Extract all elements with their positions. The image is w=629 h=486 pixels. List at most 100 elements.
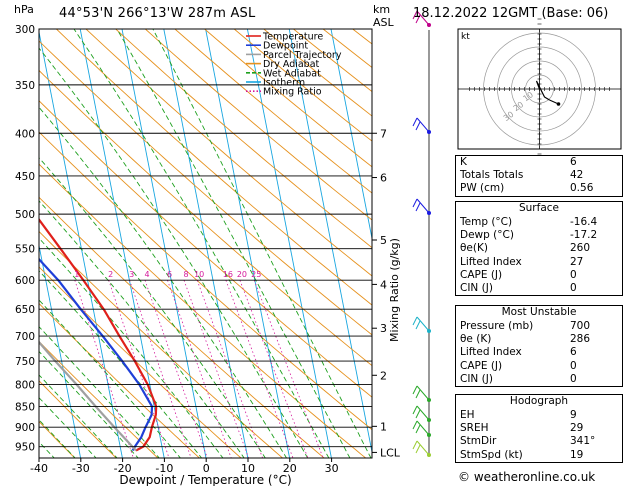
hodograph-ring <box>483 32 596 146</box>
wind-barb-staff <box>416 420 430 436</box>
mixing-ratio-label: 25 <box>251 270 261 279</box>
surface-row: θe(K) 260 <box>460 242 591 255</box>
dry-adiabat-line <box>174 29 372 194</box>
hodograph-title: Hodograph <box>509 395 569 407</box>
wind-barb-staff <box>416 198 430 214</box>
mixing-ratio-label: 3 <box>129 270 134 279</box>
parcel-trajectory-line <box>39 340 137 452</box>
x-tick-label: 20 <box>283 462 297 475</box>
hodograph-ring <box>525 74 554 104</box>
hodo-row: SREH 29 <box>460 422 584 435</box>
plot-area <box>39 29 372 458</box>
legend-label: Mixing Ratio <box>263 87 322 98</box>
wind-barb-flag <box>412 117 418 127</box>
mixing-ratio-line <box>253 280 324 458</box>
mixing-ratio-line <box>183 280 250 458</box>
mixing-ratio-line <box>196 280 263 458</box>
isotherm-line <box>39 243 82 458</box>
wind-barb-staff <box>416 117 430 133</box>
mixing-ratio-label: 4 <box>144 270 149 279</box>
wind-barb-staff <box>416 10 430 26</box>
mixing-ratio-line <box>129 280 192 458</box>
mixing-ratio-line <box>225 280 294 458</box>
wet-adiabat-line <box>39 270 203 458</box>
dry-adiabat-line <box>39 380 117 458</box>
pressure-tick-label: 400 <box>15 128 35 140</box>
surface-row: Temp (°C) -16.4 <box>460 216 598 228</box>
height-unit-asl: ASL <box>373 16 394 29</box>
isotherm-line <box>163 29 249 458</box>
wind-barb-flag <box>415 444 421 454</box>
wind-barb-flag <box>412 405 418 415</box>
height-unit-km: km <box>373 3 391 16</box>
plot-frame <box>38 28 373 459</box>
most-unstable-table: Most Unstable Pressure (mb) 700 θe (K) 286… <box>455 305 623 387</box>
wind-barb-staff <box>416 440 430 456</box>
wind-barb-flag <box>415 389 421 399</box>
index-row-tt: Totals Totals 42 <box>460 169 584 182</box>
dry-adiabat-line <box>39 266 242 458</box>
hodo-row: StmDir 341° <box>460 435 596 448</box>
pressure-tick-label: 300 <box>15 24 35 36</box>
mu-row: Pressure (mb) 700 <box>460 320 591 332</box>
hodograph-ring <box>511 60 568 118</box>
hodograph-table: Hodograph EH 9 SREH 29 StmDir 341° StmSpd (… <box>455 394 623 463</box>
pressure-tick-label: 750 <box>15 356 35 368</box>
surface-title: Surface <box>518 202 559 214</box>
dry-adiabat-line <box>204 29 372 168</box>
pressure-tick-label: 600 <box>15 275 35 287</box>
dry-adiabat-line <box>39 196 325 458</box>
wet-adiabat-line <box>152 29 372 458</box>
legend-label: Dewpoint <box>263 41 308 52</box>
wet-adiabat-line <box>39 47 309 458</box>
x-tick-label: -10 <box>155 462 173 475</box>
mixing-ratio-line <box>108 280 170 458</box>
wind-barb-flag <box>415 409 421 419</box>
surface-row: Lifted Index 27 <box>460 255 584 268</box>
isotherm-line <box>330 29 372 241</box>
dry-adiabat-line <box>39 100 372 398</box>
pressure-tick-label: 550 <box>15 244 35 256</box>
dry-adiabat-line <box>115 29 372 249</box>
dry-adiabat-line <box>39 230 283 458</box>
dry-adiabat-line <box>39 163 366 458</box>
mu-row: CAPE (J) 0 <box>460 359 577 372</box>
wind-barb-flag <box>412 420 418 430</box>
x-tick-label: -40 <box>30 462 48 475</box>
x-tick-label: -30 <box>72 462 90 475</box>
surface-table: Surface Temp (°C) -16.4 Dewp (°C) -17.2 θe… <box>455 201 623 297</box>
km-tick-label: 7 <box>380 127 387 140</box>
wind-barb-flag <box>415 14 421 24</box>
km-tick-label: 1 <box>380 420 387 433</box>
wind-barb-flag <box>412 316 418 326</box>
mixing-ratio-label: 6 <box>167 270 172 279</box>
isotherm-line <box>246 29 332 458</box>
datetime-header: 18.12.2022 12GMT (Base: 06) <box>413 6 609 21</box>
dry-adiabat-line <box>39 420 76 458</box>
wind-barb-flag <box>415 121 421 131</box>
km-tick-label: 2 <box>380 369 387 382</box>
mixing-ratio-label: 20 <box>237 270 247 279</box>
x-tick-label: -20 <box>114 462 132 475</box>
wet-adiabat-line <box>39 419 76 458</box>
mixing-ratio-line <box>74 280 134 458</box>
hodo-row: EH 9 <box>460 409 577 421</box>
wet-adiabat-line <box>73 29 330 458</box>
mixing-ratio-label: 2 <box>108 270 113 279</box>
copyright: © weatheronline.co.uk <box>458 470 596 484</box>
mixing-ratio-label: 1 <box>74 270 79 279</box>
pressure-tick-label: 900 <box>15 422 35 434</box>
x-axis-label: Dewpoint / Temperature (°C) <box>119 473 291 486</box>
dry-adiabat-line <box>39 131 372 431</box>
dry-adiabat-line <box>39 40 372 336</box>
isotherm-line <box>39 29 123 458</box>
km-tick-label: LCL <box>380 446 401 459</box>
mixing-ratio-axis-label: Mixing Ratio (g/kg) <box>388 238 401 342</box>
wet-adiabat-line <box>39 299 181 458</box>
wind-barb-staff <box>416 405 430 421</box>
wet-adiabat-line <box>116 29 351 458</box>
legend-label: Wet Adiabat <box>263 68 321 79</box>
km-tick-label: 5 <box>380 234 387 247</box>
